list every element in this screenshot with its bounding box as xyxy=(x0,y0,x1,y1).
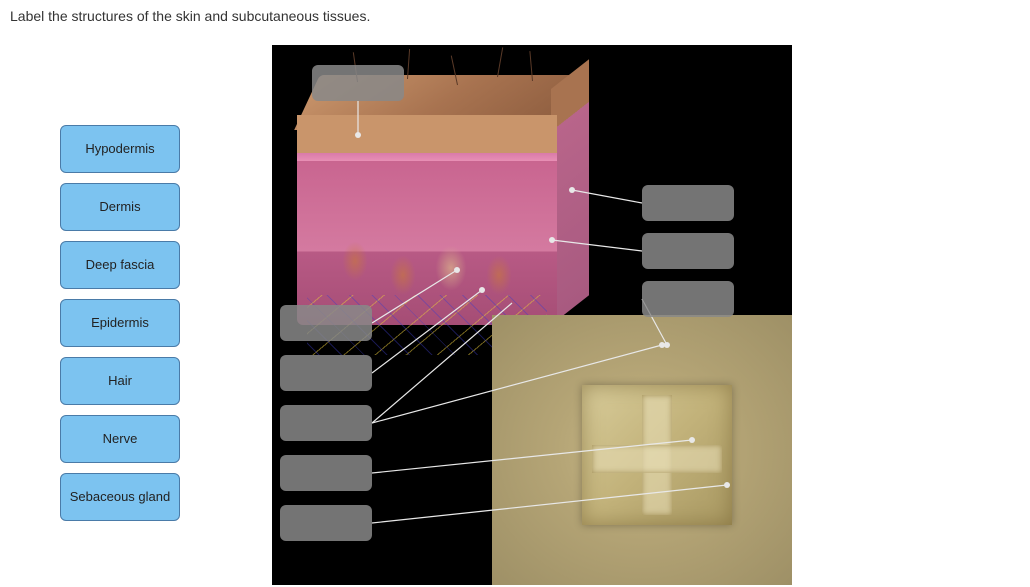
label-nerve[interactable]: Nerve xyxy=(60,415,180,463)
diagram-area xyxy=(272,45,792,585)
drop-zone[interactable] xyxy=(280,305,372,341)
dissection-cross xyxy=(582,385,732,525)
hair-strand-icon xyxy=(497,47,503,77)
skin-front-face xyxy=(297,115,557,325)
label-epidermis[interactable]: Epidermis xyxy=(60,299,180,347)
skin-block-illustration xyxy=(297,75,587,335)
instruction-text: Label the structures of the skin and sub… xyxy=(10,8,370,24)
drop-zone[interactable] xyxy=(642,185,734,221)
drop-zone[interactable] xyxy=(280,455,372,491)
label-bank: Hypodermis Dermis Deep fascia Epidermis … xyxy=(60,125,180,521)
drop-zone[interactable] xyxy=(642,233,734,269)
drop-zone[interactable] xyxy=(280,405,372,441)
drop-zone[interactable] xyxy=(280,505,372,541)
label-sebaceous-gland[interactable]: Sebaceous gland xyxy=(60,473,180,521)
drop-zone[interactable] xyxy=(312,65,404,101)
label-hypodermis[interactable]: Hypodermis xyxy=(60,125,180,173)
label-hair[interactable]: Hair xyxy=(60,357,180,405)
label-dermis[interactable]: Dermis xyxy=(60,183,180,231)
cadaver-dissection-illustration xyxy=(492,315,792,585)
drop-zone[interactable] xyxy=(280,355,372,391)
label-deep-fascia[interactable]: Deep fascia xyxy=(60,241,180,289)
drop-zone[interactable] xyxy=(642,281,734,317)
